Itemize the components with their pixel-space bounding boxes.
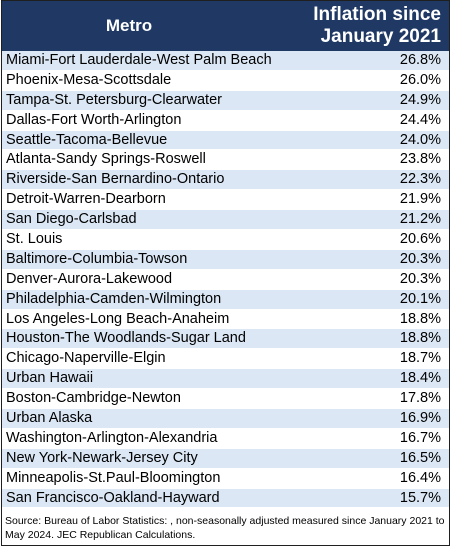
table-row: Phoenix-Mesa-Scottsdale 26.0% bbox=[2, 70, 449, 91]
table-row: Urban Alaska 16.9% bbox=[2, 409, 449, 429]
inflation-value: 15.7% bbox=[399, 489, 441, 506]
metro-name: Denver-Aurora-Lakewood bbox=[6, 270, 173, 287]
inflation-value: 21.9% bbox=[399, 191, 441, 208]
inflation-value: 18.4% bbox=[399, 370, 441, 387]
inflation-column-header: Inflation since January 2021 bbox=[251, 4, 441, 48]
metro-name: Seattle-Tacoma-Bellevue bbox=[6, 131, 168, 148]
table-row: New York-Newark-Jersey City 16.5% bbox=[2, 448, 449, 469]
table-row: Seattle-Tacoma-Bellevue 24.0% bbox=[2, 130, 449, 151]
table-row: Washington-Arlington-Alexandria 16.7% bbox=[2, 428, 449, 449]
table-row: Tampa-St. Petersburg-Clearwater 24.9% bbox=[2, 90, 449, 111]
inflation-value: 26.8% bbox=[399, 52, 441, 68]
inflation-header-line1: Inflation since bbox=[313, 4, 441, 25]
table-body: Miami-Fort Lauderdale-West Palm Beach 26.… bbox=[2, 51, 449, 509]
inflation-value: 16.5% bbox=[399, 449, 441, 466]
table-row: Riverside-San Bernardino-Ontario 22.3% bbox=[2, 170, 449, 191]
table-header: Metro Inflation since January 2021 bbox=[2, 1, 449, 51]
inflation-value: 23.8% bbox=[399, 151, 441, 168]
table-row: St. Louis 20.6% bbox=[2, 230, 449, 250]
table-row: Philadelphia-Camden-Wilmington 20.1% bbox=[2, 289, 449, 310]
table-row: Urban Hawaii 18.4% bbox=[2, 369, 449, 390]
metro-name: Phoenix-Mesa-Scottsdale bbox=[6, 71, 172, 88]
inflation-value: 20.3% bbox=[399, 270, 441, 287]
table-row: Baltimore-Columbia-Towson 20.3% bbox=[2, 249, 449, 270]
metro-name: Baltimore-Columbia-Towson bbox=[6, 250, 188, 267]
inflation-value: 24.9% bbox=[399, 91, 441, 108]
table-row: San Francisco-Oakland-Hayward 15.7% bbox=[2, 488, 449, 509]
metro-name: Minneapolis-St.Paul-Bloomington bbox=[6, 469, 221, 486]
inflation-value: 24.0% bbox=[399, 131, 441, 148]
table-row: Denver-Aurora-Lakewood 20.3% bbox=[2, 269, 449, 290]
metro-name: Detroit-Warren-Dearborn bbox=[6, 191, 166, 208]
table-row: Minneapolis-St.Paul-Bloomington 16.4% bbox=[2, 468, 449, 489]
metro-name: Chicago-Naperville-Elgin bbox=[6, 350, 166, 367]
inflation-value: 18.7% bbox=[399, 350, 441, 367]
source-note: Source: Bureau of Labor Statistics: , no… bbox=[5, 515, 445, 541]
metro-name: Tampa-St. Petersburg-Clearwater bbox=[6, 91, 222, 108]
inflation-value: 18.8% bbox=[399, 330, 441, 347]
metro-name: St. Louis bbox=[6, 231, 63, 248]
inflation-value: 24.4% bbox=[399, 111, 441, 128]
metro-name: Philadelphia-Camden-Wilmington bbox=[6, 290, 222, 307]
inflation-value: 16.7% bbox=[399, 429, 441, 446]
table-row: Miami-Fort Lauderdale-West Palm Beach 26.… bbox=[2, 51, 449, 71]
metro-name: Atlanta-Sandy Springs-Roswell bbox=[6, 151, 206, 168]
metro-name: Miami-Fort Lauderdale-West Palm Beach bbox=[6, 52, 272, 68]
metro-name: Washington-Arlington-Alexandria bbox=[6, 429, 218, 446]
metro-name: Los Angeles-Long Beach-Anaheim bbox=[6, 310, 230, 327]
table-row: Detroit-Warren-Dearborn 21.9% bbox=[2, 190, 449, 211]
inflation-value: 17.8% bbox=[399, 390, 441, 407]
metro-name: Urban Alaska bbox=[6, 410, 93, 427]
metro-column-header: Metro bbox=[105, 16, 153, 35]
table-row: San Diego-Carlsbad 21.2% bbox=[2, 210, 449, 231]
inflation-value: 16.9% bbox=[399, 410, 441, 427]
metro-name: Urban Hawaii bbox=[6, 370, 94, 387]
metro-name: New York-Newark-Jersey City bbox=[6, 449, 198, 466]
table-row: Dallas-Fort Worth-Arlington 24.4% bbox=[2, 110, 449, 131]
metro-name: Houston-The Woodlands-Sugar Land bbox=[6, 330, 246, 347]
table-row: Los Angeles-Long Beach-Anaheim 18.8% bbox=[2, 309, 449, 330]
metro-name: Boston-Cambridge-Newton bbox=[6, 390, 181, 407]
inflation-value: 20.3% bbox=[399, 250, 441, 267]
metro-name: San Francisco-Oakland-Hayward bbox=[6, 489, 220, 506]
inflation-value: 20.1% bbox=[399, 290, 441, 307]
inflation-value: 18.8% bbox=[399, 310, 441, 327]
table-row: Boston-Cambridge-Newton 17.8% bbox=[2, 389, 449, 410]
inflation-value: 16.4% bbox=[399, 469, 441, 486]
inflation-value: 20.6% bbox=[399, 231, 441, 248]
inflation-value: 22.3% bbox=[399, 171, 441, 188]
table-row: Atlanta-Sandy Springs-Roswell 23.8% bbox=[2, 150, 449, 171]
inflation-value: 26.0% bbox=[399, 71, 441, 88]
table-row: Houston-The Woodlands-Sugar Land 18.8% bbox=[2, 329, 449, 350]
inflation-header-line2: January 2021 bbox=[320, 26, 441, 47]
metro-name: San Diego-Carlsbad bbox=[6, 211, 137, 228]
metro-name: Dallas-Fort Worth-Arlington bbox=[6, 111, 182, 128]
table-row: Chicago-Naperville-Elgin 18.7% bbox=[2, 349, 449, 370]
metro-name: Riverside-San Bernardino-Ontario bbox=[6, 171, 225, 188]
inflation-value: 21.2% bbox=[399, 211, 441, 228]
